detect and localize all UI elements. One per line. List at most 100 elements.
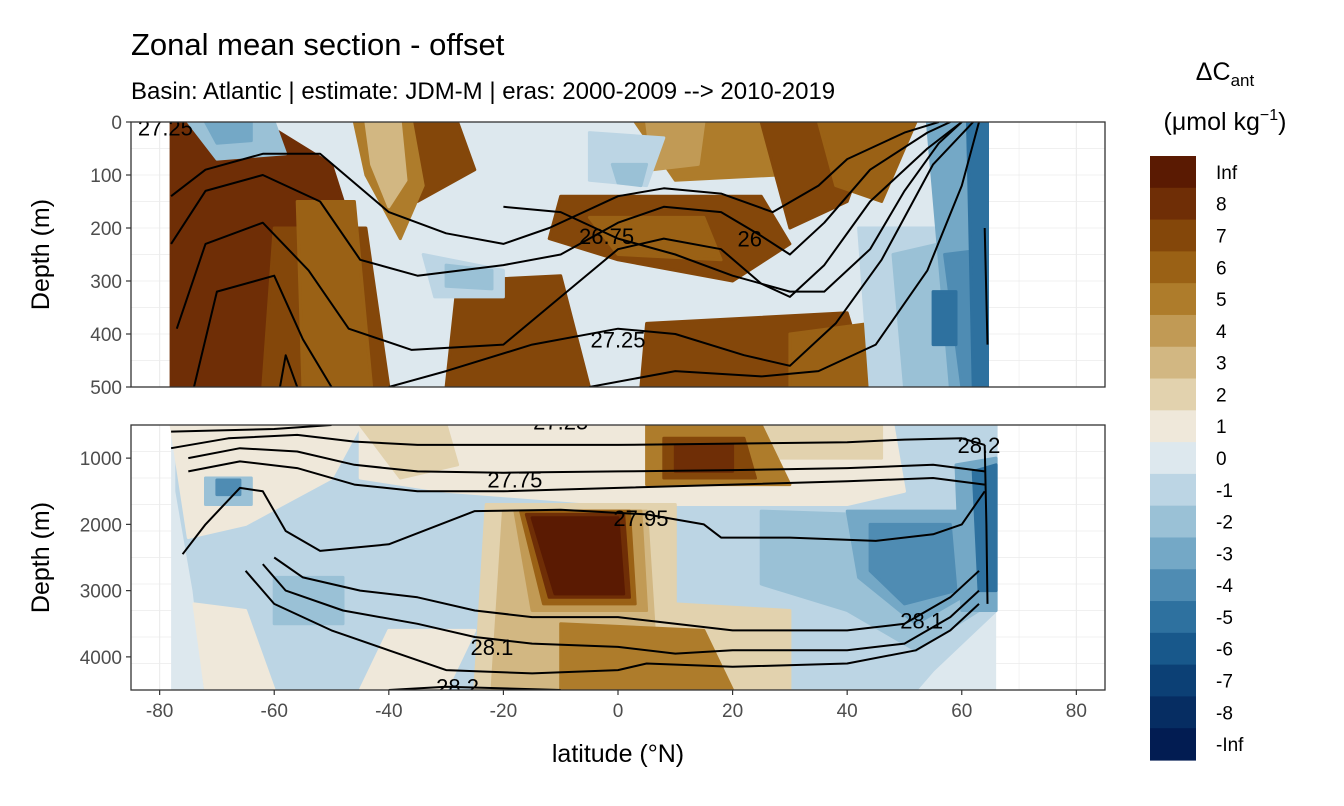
- anomaly-region: [530, 516, 626, 596]
- isopycnal-contour: [279, 354, 299, 387]
- isopycnal-contour: [170, 122, 940, 245]
- isopycnal-contour: [193, 274, 333, 387]
- isopycnal-contour: [188, 460, 985, 493]
- x-axis: -80 -60 -40 -20 0 20 40 60 80: [146, 690, 1087, 722]
- contour-label: 26: [738, 227, 762, 252]
- isopycnal-contour: [170, 122, 951, 277]
- legend-unit-text: (μmol kg: [1164, 108, 1260, 136]
- anomaly-region: [192, 602, 276, 690]
- x-tick-label: 20: [722, 701, 743, 722]
- anomaly-region: [559, 622, 735, 690]
- isopycnal-contour: [983, 227, 989, 345]
- legend-unit-exp: −1: [1260, 107, 1278, 124]
- isopycnal-contour: [273, 556, 980, 632]
- isopycnal-contour: [503, 122, 963, 293]
- isopycnal-contour: [175, 122, 963, 351]
- anomaly-region: [971, 463, 998, 593]
- legend-title-sub: ant: [1231, 71, 1255, 90]
- legend-swatch: [1150, 442, 1196, 475]
- legend-swatch: [1150, 187, 1196, 221]
- y-tick-label: 500: [90, 378, 122, 399]
- legend-swatch: [1150, 696, 1196, 729]
- contour-label: 28.2: [436, 675, 479, 700]
- isopycnal-contour: [170, 433, 985, 450]
- contour-label: 27.25: [138, 115, 193, 140]
- legend-label: -Inf: [1216, 735, 1244, 756]
- chart-subtitle: Basin: Atlantic | estimate: JDM-M | eras…: [131, 78, 835, 105]
- legend-unit-close: ): [1278, 108, 1286, 136]
- anomaly-region: [358, 425, 460, 480]
- legend-label: -4: [1216, 576, 1233, 597]
- x-tick-label: -20: [490, 701, 517, 722]
- legend-swatch: [1150, 632, 1196, 666]
- legend-label: -2: [1216, 513, 1233, 534]
- legend-label: 3: [1216, 354, 1227, 375]
- legend-swatch: [1150, 219, 1196, 252]
- anomaly-region: [817, 122, 918, 203]
- legend-label: Inf: [1216, 163, 1238, 184]
- contour-label: 27.75: [487, 467, 542, 492]
- isopycnal-contour: [983, 444, 989, 604]
- anomaly-region: [931, 290, 958, 347]
- anomaly-region: [204, 122, 253, 145]
- legend-swatch: [1150, 569, 1196, 602]
- legend-label: -7: [1216, 672, 1233, 693]
- legend-unit: (μmol kg−1): [1164, 107, 1287, 136]
- isopycnal-contour: [388, 685, 561, 690]
- legend-title-main: ΔC: [1196, 58, 1231, 86]
- legend-swatch: [1150, 505, 1196, 539]
- legend-swatch: [1150, 601, 1196, 634]
- x-tick-label: 60: [951, 701, 972, 722]
- legend-label: 2: [1216, 385, 1227, 406]
- y-tick-label: 1000: [80, 449, 122, 470]
- isopycnal-contour: [171, 425, 332, 433]
- legend-swatch: [1150, 728, 1196, 761]
- contour-label: 28.2: [958, 433, 1001, 458]
- legend-label: 5: [1216, 290, 1227, 311]
- legend-label: -1: [1216, 481, 1233, 502]
- legend-swatch: [1150, 537, 1196, 570]
- x-tick-label: 80: [1066, 701, 1087, 722]
- legend-swatch: [1150, 314, 1196, 348]
- contour-label: 27.95: [613, 506, 668, 531]
- legend-swatch: [1150, 473, 1196, 507]
- legend-label: 7: [1216, 226, 1227, 247]
- legend-label: 4: [1216, 322, 1227, 343]
- anomaly-region: [215, 478, 242, 497]
- contour-label: 26.75: [579, 224, 634, 249]
- contour-label: 28.1: [900, 608, 943, 633]
- isopycnal-contour: [244, 570, 980, 675]
- legend-swatch: [1150, 378, 1196, 411]
- isopycnal-contour: [589, 122, 980, 387]
- legend-label: -3: [1216, 544, 1233, 565]
- isopycnal-contour: [188, 447, 985, 474]
- legend-swatch: [1150, 251, 1196, 284]
- legend-label: -8: [1216, 703, 1233, 724]
- legend-title: ΔCant: [1196, 58, 1255, 90]
- x-tick-label: -40: [375, 701, 402, 722]
- panels-group: 27.25 26.75 26 27.25 0 100 200 300 400 500 Depth (…: [27, 113, 1106, 700]
- x-tick-label: 40: [837, 701, 858, 722]
- y-tick-label: 200: [90, 219, 122, 240]
- y-tick-label: 3000: [80, 582, 122, 603]
- x-tick-label: 0: [613, 701, 624, 722]
- anomaly-region: [610, 162, 649, 188]
- legend-label: -6: [1216, 640, 1233, 661]
- legend-label: -5: [1216, 608, 1233, 629]
- contour-label: 27.25: [533, 410, 588, 435]
- contour-label: 28.1: [471, 635, 514, 660]
- legend-swatch: [1150, 346, 1196, 380]
- legend-swatch: [1150, 283, 1196, 316]
- legend-swatch: [1150, 156, 1196, 189]
- legend-label: 6: [1216, 258, 1227, 279]
- y-tick-label: 400: [90, 325, 122, 346]
- x-axis-label: latitude (°N): [552, 740, 684, 768]
- isopycnal-contour: [181, 486, 986, 555]
- anomaly-region: [364, 122, 408, 209]
- legend-label: 0: [1216, 449, 1227, 470]
- y-axis-label: Depth (m): [27, 502, 55, 613]
- isopycnal-contour: [262, 563, 980, 655]
- anomaly-region: [966, 122, 989, 387]
- panel-border: [130, 121, 1106, 388]
